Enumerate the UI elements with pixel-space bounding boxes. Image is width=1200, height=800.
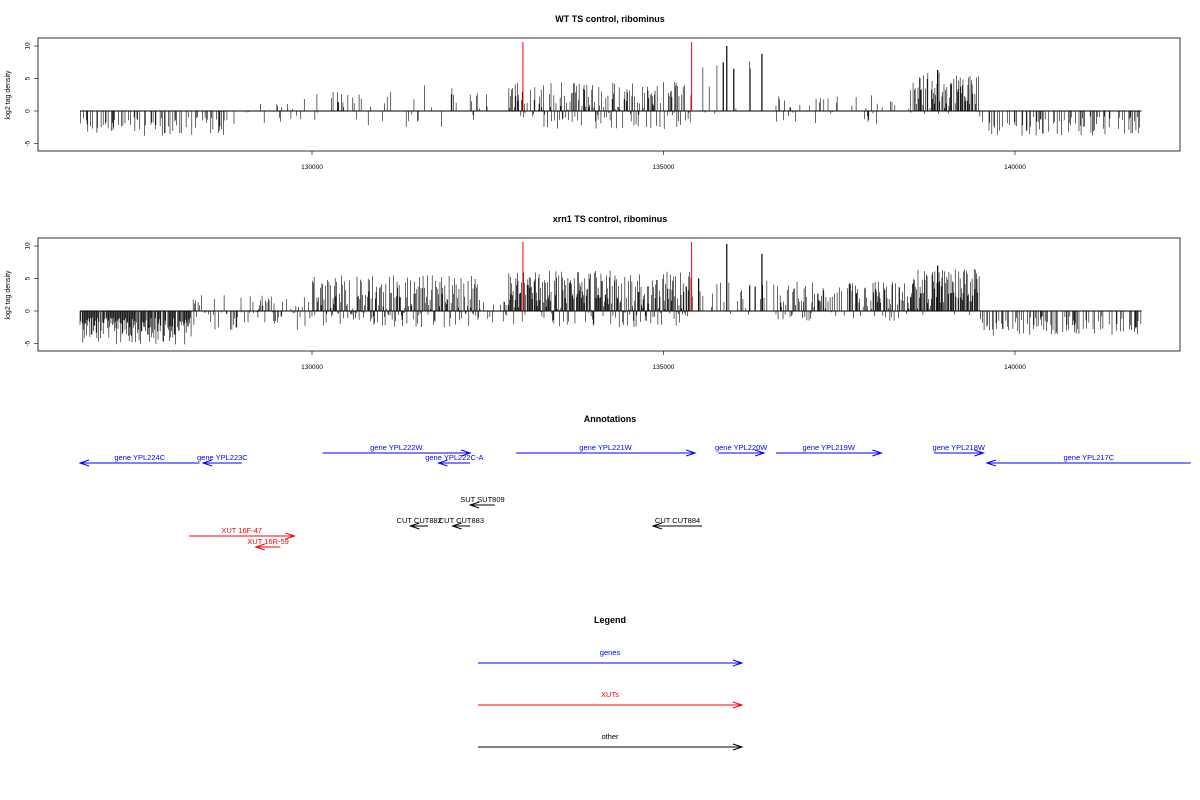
feature-gene: gene YPL217C [985,453,1191,467]
x-tick-label: 140000 [1004,164,1026,171]
feature-arrow-head [468,501,480,509]
feature-label: gene YPL220W [715,443,768,452]
x-tick-label: 135000 [653,364,675,371]
legend-items: genes XUTs other [478,648,744,751]
feature-gene: gene YPL220W [715,443,768,457]
feature-gene: gene YPL218W [933,443,986,457]
feature-label: gene YPL218W [933,443,986,452]
feature-other: SUT SUT809 [460,495,505,509]
legend-item-label: XUTs [601,690,619,699]
feature-other: CUT CUT882 [397,516,442,530]
legend-item-other: other [478,732,744,751]
xrn1-axis-ticks: 130000 135000 140000 -5 0 5 10 [25,242,1027,371]
feature-gene: gene YPL224C [78,453,200,467]
y-tick-label: 10 [25,42,32,50]
feature-label: gene YPL222C-A [425,453,483,462]
feature-arrow-head [461,449,472,457]
feature-label: CUT CUT884 [655,516,700,525]
feature-label: CUT CUT883 [439,516,484,525]
annotations-title: Annotations [584,414,637,424]
wt-axis-ticks: 130000 135000 140000 -5 0 5 10 [25,42,1027,171]
xrn1-plot-frame [37,237,1181,352]
wt-density-bars [80,42,1142,136]
feature-label: XUT 16F-47 [221,526,262,535]
wt-track-panel: WT TS control, ribominus log2 tag densit… [5,14,1181,171]
xrn1-track-panel: xrn1 TS control, ribominus log2 tag dens… [5,214,1181,371]
y-tick-label: -5 [25,340,32,346]
xrn1-track-title: xrn1 TS control, ribominus [553,214,668,224]
x-tick-label: 130000 [301,364,323,371]
wt-plot-frame [37,37,1181,152]
x-tick-label: 130000 [301,164,323,171]
annotations-panel: Annotations gene YPL224C gene YPL223C gene… [78,414,1191,551]
feature-arrow-head [872,449,884,457]
feature-gene: gene YPL221W [515,443,697,457]
x-tick-label: 140000 [1004,364,1026,371]
feature-gene: gene YPL222C-A [425,453,483,467]
xrn1-density-bars [79,242,1142,345]
legend-panel: Legend genes XUTs other [478,615,744,751]
feature-gene: gene YPL219W [775,443,884,457]
legend-item-label: genes [600,648,621,657]
xrn1-y-axis-label: log2 tag density [5,270,12,320]
feature-gene: gene YPL222W [322,443,472,457]
feature-label: gene YPL224C [114,453,165,462]
feature-arrow-head [974,449,985,457]
feature-label: gene YPL217C [1063,453,1114,462]
feature-arrow-head [685,449,697,457]
wt-y-axis-label: log2 tag density [5,70,12,120]
feature-arrow-head [732,743,744,751]
feature-arrow-head [254,543,265,551]
feature-arrow-head [985,459,997,467]
feature-xut: XUT 16R-59 [247,537,289,551]
feature-label: gene YPL223C [197,453,248,462]
legend-title: Legend [594,615,626,625]
legend-item-label: other [601,732,619,741]
feature-arrow-head [732,659,744,667]
feature-arrow-head [78,459,90,467]
feature-label: SUT SUT809 [460,495,504,504]
feature-arrow-head [732,701,744,709]
feature-label: gene YPL222W [370,443,423,452]
feature-xut: XUT 16F-47 [188,526,297,540]
feature-label: XUT 16R-59 [247,537,289,546]
feature-arrow-head [651,522,663,530]
feature-label: gene YPL219W [803,443,856,452]
feature-arrow-head [754,449,766,457]
y-tick-label: 5 [25,276,32,280]
legend-item-xut: XUTs [478,690,744,709]
legend-item-gene: genes [478,648,744,667]
feature-arrow-head [285,532,297,540]
y-tick-label: 5 [25,76,32,80]
y-tick-label: -5 [25,140,32,146]
feature-arrow-head [451,522,462,530]
feature-other: CUT CUT883 [439,516,484,530]
feature-arrow-head [436,459,448,467]
feature-other: CUT CUT884 [651,516,703,530]
x-tick-label: 135000 [653,164,675,171]
y-tick-label: 0 [25,309,32,313]
feature-label: CUT CUT882 [397,516,442,525]
feature-arrow-head [408,522,420,530]
y-tick-label: 0 [25,109,32,113]
feature-gene: gene YPL223C [197,453,248,467]
feature-arrow-head [201,459,213,467]
y-tick-label: 10 [25,242,32,250]
feature-label: gene YPL221W [579,443,632,452]
wt-track-title: WT TS control, ribominus [555,14,665,24]
